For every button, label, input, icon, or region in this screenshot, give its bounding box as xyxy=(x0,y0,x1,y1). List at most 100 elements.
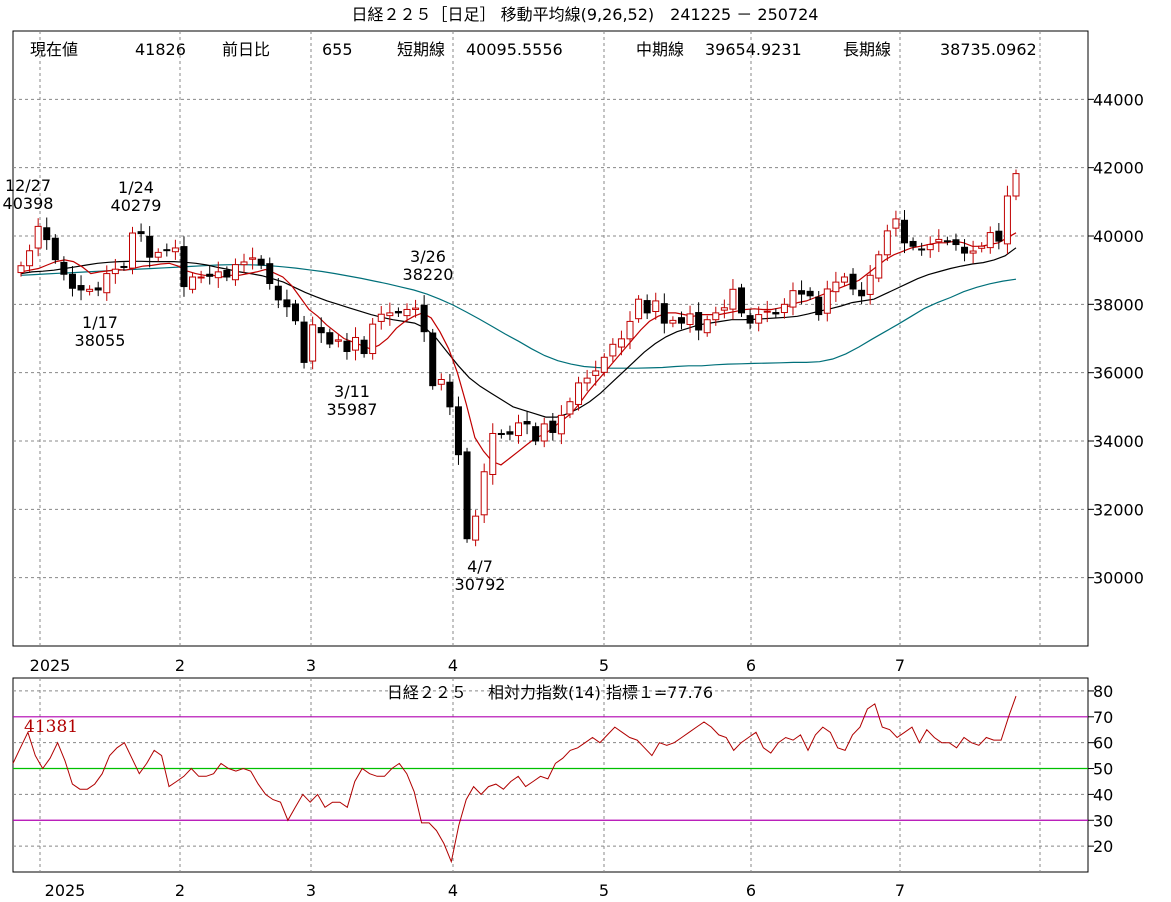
candle-body xyxy=(274,285,282,301)
rsi-y-tick-label: 70 xyxy=(1093,708,1113,727)
long-ma-label: 長期線 xyxy=(843,40,891,59)
candle-body xyxy=(909,240,917,247)
rsi-y-tick-label: 80 xyxy=(1093,682,1113,701)
candle-body xyxy=(51,237,59,261)
candle-body xyxy=(600,356,608,373)
candle-body xyxy=(189,276,197,290)
candle-body xyxy=(669,319,677,324)
candle-body xyxy=(60,261,68,275)
short-ma-value: 40095.5556 xyxy=(466,40,563,59)
candle-body xyxy=(480,471,488,516)
candle-body xyxy=(420,304,428,333)
main-y-tick-label: 38000 xyxy=(1093,295,1144,314)
annotation-value: 38220 xyxy=(403,265,454,284)
candle-body xyxy=(266,263,274,284)
candle-body xyxy=(789,290,797,308)
annotation-date: 4/7 xyxy=(467,557,493,576)
annotation-date: 1/17 xyxy=(82,313,118,332)
candle-body xyxy=(257,258,265,266)
candle-body xyxy=(34,225,42,249)
candle-body xyxy=(463,451,471,540)
main-x-tick-label: 2025 xyxy=(30,656,71,675)
change-value: 655 xyxy=(322,40,353,59)
candle-body xyxy=(43,227,51,241)
candle-body xyxy=(703,319,711,334)
main-y-axis: 44000 42000 40000 38000 36000 34000 32000 30000 xyxy=(1088,90,1144,588)
annotation-value: 38055 xyxy=(75,331,126,350)
mid-ma-label: 中期線 xyxy=(636,40,684,59)
annotation-date: 12/27 xyxy=(5,176,51,195)
candle-body xyxy=(677,317,685,324)
main-x-tick-label: 3 xyxy=(306,656,316,675)
mid-ma-line xyxy=(20,247,1017,418)
candle-body xyxy=(1012,173,1020,197)
annotation-value: 35987 xyxy=(327,400,378,419)
annotation-date: 1/24 xyxy=(118,178,154,197)
main-y-tick-label: 42000 xyxy=(1093,159,1144,178)
annotation-date: 3/11 xyxy=(334,382,370,401)
candle-body xyxy=(978,245,986,249)
candle-body xyxy=(291,303,299,322)
candle-body xyxy=(806,290,814,297)
candle-body xyxy=(197,276,205,279)
candle-body xyxy=(515,422,522,437)
candle-body xyxy=(129,232,137,269)
rsi-y-tick-label: 20 xyxy=(1093,837,1113,856)
current-value-label: 現在値 xyxy=(30,40,78,59)
candle-body xyxy=(240,261,248,266)
candle-body xyxy=(77,285,85,291)
candle-body xyxy=(763,310,771,313)
candle-body xyxy=(892,218,900,229)
candle-body xyxy=(309,324,317,362)
candlesticks xyxy=(17,169,1020,547)
candle-body xyxy=(412,307,420,310)
candle-body xyxy=(952,239,960,246)
candle-body xyxy=(506,431,514,435)
candle-body xyxy=(935,238,943,243)
main-plot-frame xyxy=(12,30,1089,647)
candle-body xyxy=(900,219,908,244)
candle-body xyxy=(334,339,342,342)
candle-body xyxy=(523,421,531,425)
candle-body xyxy=(86,288,94,292)
candle-body xyxy=(720,307,728,311)
candle-body xyxy=(780,303,788,314)
candle-body xyxy=(326,332,334,345)
candle-body xyxy=(943,240,951,243)
candle-body xyxy=(686,313,694,325)
candle-body xyxy=(832,281,840,293)
annotation-value: 40398 xyxy=(3,194,54,213)
rsi-y-axis: 80 70 60 50 40 30 20 xyxy=(1088,682,1113,856)
candle-body xyxy=(635,298,643,320)
candle-body xyxy=(446,381,454,408)
rsi-x-tick-label: 6 xyxy=(746,881,756,900)
candle-body xyxy=(377,313,385,322)
candle-body xyxy=(540,423,548,442)
candle-body xyxy=(583,377,591,384)
rsi-y-tick-label: 50 xyxy=(1093,760,1113,779)
candle-body xyxy=(532,426,540,442)
candle-body xyxy=(858,289,866,297)
rsi-grid xyxy=(13,678,1088,872)
candle-body xyxy=(617,338,625,348)
candle-body xyxy=(652,300,660,313)
candle-body xyxy=(437,379,445,385)
candle-body xyxy=(772,312,780,315)
candle-body xyxy=(68,273,76,289)
rsi-x-axis: 2025 2 3 4 5 6 7 xyxy=(45,881,905,900)
candle-body xyxy=(146,235,154,258)
current-value: 41826 xyxy=(135,40,186,59)
candle-body xyxy=(360,339,368,355)
candle-body xyxy=(592,370,600,376)
candle-body xyxy=(206,273,214,277)
candle-body xyxy=(120,265,128,268)
candle-body xyxy=(849,273,857,290)
annotation-value: 30792 xyxy=(455,575,506,594)
rsi-y-tick-label: 40 xyxy=(1093,785,1113,804)
candle-body xyxy=(214,271,222,279)
main-x-tick-label: 4 xyxy=(448,656,458,675)
rsi-y-tick-label: 30 xyxy=(1093,811,1113,830)
candle-body xyxy=(26,250,34,267)
rsi-title: 日経２２５ 相対力指数(14) 指標１=77.76 xyxy=(387,683,713,702)
